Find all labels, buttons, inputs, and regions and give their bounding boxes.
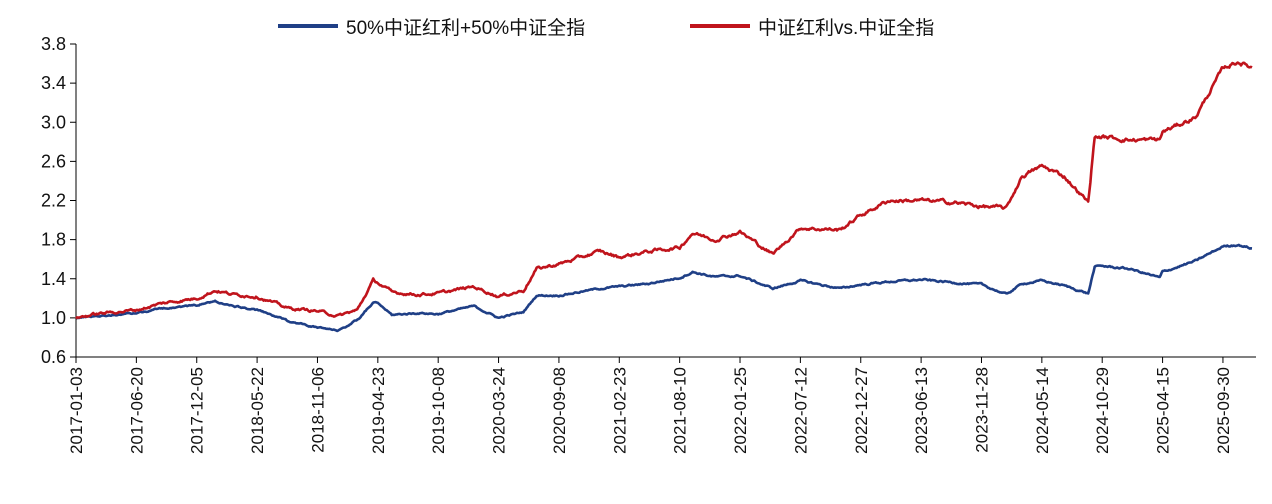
y-axis: 0.6 1.0 1.4 1.8 2.2 2.6 3.0 3.4 3.8 <box>41 34 77 367</box>
y-tick-label: 2.6 <box>41 151 66 171</box>
y-tick-label: 2.2 <box>41 191 66 211</box>
legend-item-series-2: 中证红利vs.中证全指 <box>690 12 934 40</box>
y-tick-label: 1.0 <box>41 308 66 328</box>
x-tick-label: 2018-05-22 <box>248 367 267 454</box>
x-axis: 2017-01-03 2017-06-20 2017-12-05 2018-05-22… <box>67 356 1256 454</box>
x-tick-label: 2025-09-30 <box>1214 367 1233 454</box>
x-tick-label: 2024-10-29 <box>1093 367 1112 454</box>
y-tick-label: 0.6 <box>41 347 66 367</box>
legend-label-series-2: 中证红利vs.中证全指 <box>758 17 935 39</box>
x-tick-label: 2022-01-25 <box>731 367 750 454</box>
legend-swatch-series-1 <box>278 24 338 28</box>
y-tick-label: 3.0 <box>41 112 66 132</box>
legend-item-series-1: 50%中证红利+50%中证全指 <box>278 12 585 40</box>
x-tick-label: 2022-12-27 <box>852 367 871 454</box>
x-tick-label: 2021-08-10 <box>671 367 690 454</box>
x-tick-label: 2019-04-23 <box>369 367 388 454</box>
x-tick-label: 2021-02-23 <box>610 367 629 454</box>
legend-swatch-series-2 <box>690 24 750 28</box>
y-tick-label: 1.8 <box>41 230 66 250</box>
legend: 50%中证红利+50%中证全指 中证红利vs.中证全指 <box>0 12 1272 40</box>
legend-label-series-1: 50%中证红利+50%中证全指 <box>346 17 586 39</box>
y-tick-label: 3.8 <box>41 34 66 54</box>
x-tick-label: 2020-03-24 <box>490 367 509 454</box>
x-tick-label: 2025-04-15 <box>1154 367 1173 454</box>
x-tick-label: 2023-11-28 <box>972 367 991 453</box>
series-line-2 <box>75 61 1253 320</box>
x-tick-label: 2018-11-06 <box>308 367 327 453</box>
x-tick-label: 2017-01-03 <box>67 367 86 454</box>
series-line-1 <box>75 243 1253 333</box>
x-tick-label: 2017-12-05 <box>188 367 207 454</box>
x-tick-label: 2022-07-12 <box>791 367 810 454</box>
y-tick-label: 1.4 <box>41 269 66 289</box>
series-layer <box>75 61 1253 333</box>
x-tick-label: 2020-09-08 <box>550 367 569 454</box>
x-tick-label: 2017-06-20 <box>127 367 146 454</box>
y-tick-label: 3.4 <box>41 73 66 93</box>
x-tick-label: 2023-06-13 <box>912 367 931 454</box>
x-tick-label: 2019-10-08 <box>429 367 448 454</box>
x-tick-label: 2024-05-14 <box>1033 367 1052 454</box>
